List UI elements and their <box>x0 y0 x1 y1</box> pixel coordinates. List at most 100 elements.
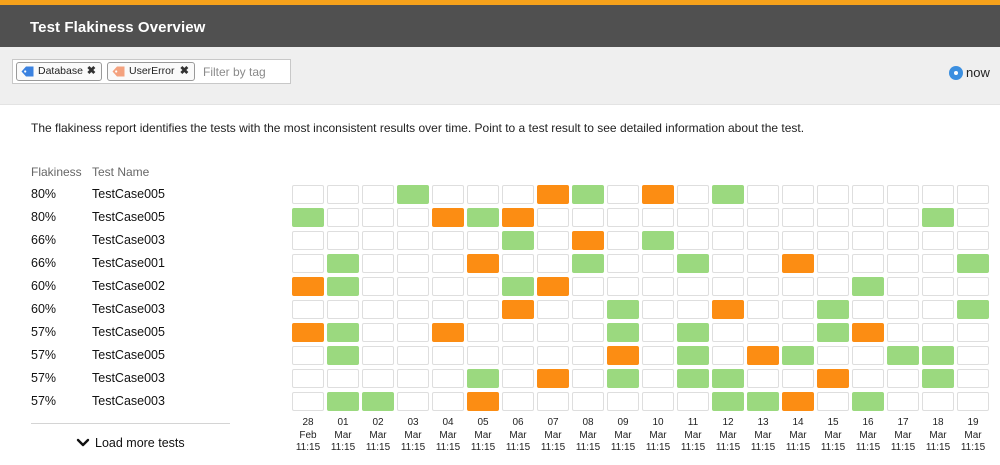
result-cell-pass[interactable] <box>817 300 849 319</box>
result-cell-empty[interactable] <box>817 392 849 411</box>
result-cell-empty[interactable] <box>852 346 884 365</box>
result-cell-empty[interactable] <box>887 185 919 204</box>
result-cell-empty[interactable] <box>432 300 464 319</box>
result-cell-pass[interactable] <box>922 208 954 227</box>
result-cell-empty[interactable] <box>537 254 569 273</box>
result-cell-empty[interactable] <box>747 369 779 388</box>
result-cell-empty[interactable] <box>397 254 429 273</box>
result-cell-empty[interactable] <box>327 185 359 204</box>
result-cell-empty[interactable] <box>642 369 674 388</box>
result-cell-empty[interactable] <box>467 231 499 250</box>
result-cell-pass[interactable] <box>502 277 534 296</box>
result-cell-empty[interactable] <box>817 208 849 227</box>
result-cell-empty[interactable] <box>957 185 989 204</box>
result-cell-pass[interactable] <box>957 254 989 273</box>
result-cell-empty[interactable] <box>677 185 709 204</box>
result-cell-empty[interactable] <box>607 277 639 296</box>
result-cell-empty[interactable] <box>957 392 989 411</box>
result-cell-empty[interactable] <box>572 346 604 365</box>
result-cell-empty[interactable] <box>747 185 779 204</box>
result-cell-empty[interactable] <box>887 254 919 273</box>
result-cell-pass[interactable] <box>922 346 954 365</box>
result-cell-empty[interactable] <box>712 208 744 227</box>
result-cell-pass[interactable] <box>327 323 359 342</box>
result-cell-empty[interactable] <box>817 277 849 296</box>
result-cell-empty[interactable] <box>782 369 814 388</box>
result-cell-fail[interactable] <box>537 185 569 204</box>
result-cell-empty[interactable] <box>572 300 604 319</box>
tag-chip-usererror[interactable]: UserError ✖ <box>107 62 195 81</box>
result-cell-empty[interactable] <box>397 323 429 342</box>
result-cell-empty[interactable] <box>467 323 499 342</box>
result-cell-empty[interactable] <box>362 300 394 319</box>
result-cell-empty[interactable] <box>362 208 394 227</box>
result-cell-empty[interactable] <box>467 277 499 296</box>
result-cell-pass[interactable] <box>922 369 954 388</box>
result-cell-empty[interactable] <box>642 254 674 273</box>
result-cell-empty[interactable] <box>642 208 674 227</box>
result-cell-empty[interactable] <box>747 277 779 296</box>
tag-filter-box[interactable]: Database ✖ UserError ✖ <box>12 59 291 84</box>
result-cell-empty[interactable] <box>887 277 919 296</box>
result-cell-pass[interactable] <box>642 231 674 250</box>
result-cell-empty[interactable] <box>852 208 884 227</box>
result-cell-empty[interactable] <box>607 231 639 250</box>
result-cell-empty[interactable] <box>607 392 639 411</box>
result-cell-pass[interactable] <box>677 346 709 365</box>
result-cell-empty[interactable] <box>747 254 779 273</box>
result-cell-empty[interactable] <box>957 369 989 388</box>
result-cell-empty[interactable] <box>432 277 464 296</box>
result-cell-empty[interactable] <box>502 346 534 365</box>
result-cell-fail[interactable] <box>502 208 534 227</box>
result-cell-empty[interactable] <box>397 300 429 319</box>
result-cell-empty[interactable] <box>887 323 919 342</box>
filter-by-tag-input[interactable] <box>203 63 288 80</box>
result-cell-empty[interactable] <box>642 392 674 411</box>
result-cell-pass[interactable] <box>887 346 919 365</box>
result-cell-empty[interactable] <box>677 392 709 411</box>
result-cell-empty[interactable] <box>467 346 499 365</box>
result-cell-empty[interactable] <box>887 208 919 227</box>
result-cell-empty[interactable] <box>467 185 499 204</box>
result-cell-empty[interactable] <box>922 323 954 342</box>
result-cell-pass[interactable] <box>467 369 499 388</box>
result-cell-empty[interactable] <box>397 231 429 250</box>
result-cell-empty[interactable] <box>817 346 849 365</box>
result-cell-empty[interactable] <box>677 300 709 319</box>
result-cell-empty[interactable] <box>852 231 884 250</box>
result-cell-empty[interactable] <box>537 300 569 319</box>
result-cell-empty[interactable] <box>922 231 954 250</box>
result-cell-pass[interactable] <box>782 346 814 365</box>
result-cell-empty[interactable] <box>607 185 639 204</box>
result-cell-empty[interactable] <box>292 300 324 319</box>
result-cell-empty[interactable] <box>397 346 429 365</box>
result-cell-empty[interactable] <box>922 300 954 319</box>
result-cell-pass[interactable] <box>852 277 884 296</box>
result-cell-empty[interactable] <box>922 392 954 411</box>
result-cell-empty[interactable] <box>327 208 359 227</box>
result-cell-fail[interactable] <box>467 254 499 273</box>
result-cell-empty[interactable] <box>432 346 464 365</box>
result-cell-fail[interactable] <box>292 323 324 342</box>
result-cell-empty[interactable] <box>922 277 954 296</box>
result-cell-empty[interactable] <box>957 323 989 342</box>
result-cell-pass[interactable] <box>467 208 499 227</box>
result-cell-empty[interactable] <box>432 392 464 411</box>
result-cell-empty[interactable] <box>292 185 324 204</box>
result-cell-empty[interactable] <box>782 323 814 342</box>
result-cell-fail[interactable] <box>432 208 464 227</box>
result-cell-empty[interactable] <box>782 277 814 296</box>
result-cell-empty[interactable] <box>887 369 919 388</box>
result-cell-empty[interactable] <box>502 323 534 342</box>
result-cell-pass[interactable] <box>327 346 359 365</box>
result-cell-empty[interactable] <box>502 392 534 411</box>
result-cell-fail[interactable] <box>537 369 569 388</box>
result-cell-empty[interactable] <box>292 346 324 365</box>
result-cell-empty[interactable] <box>432 185 464 204</box>
result-cell-empty[interactable] <box>327 231 359 250</box>
result-cell-empty[interactable] <box>817 254 849 273</box>
result-cell-empty[interactable] <box>817 231 849 250</box>
result-cell-empty[interactable] <box>852 254 884 273</box>
result-cell-empty[interactable] <box>677 277 709 296</box>
result-cell-empty[interactable] <box>712 346 744 365</box>
